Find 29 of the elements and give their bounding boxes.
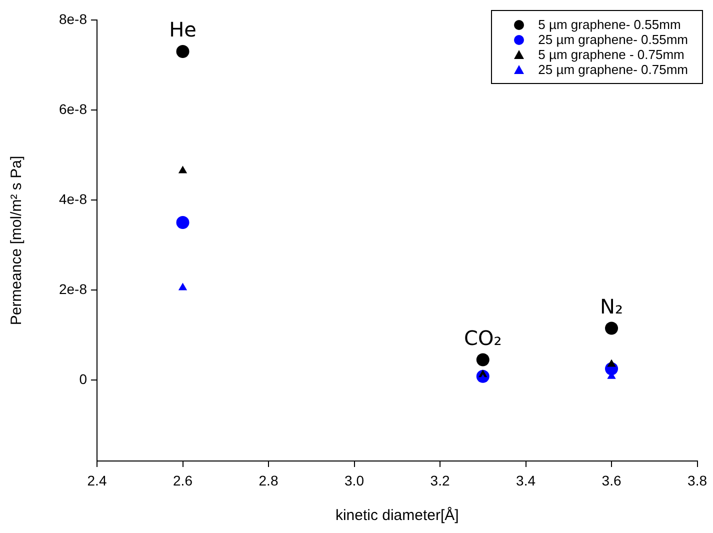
x-tick-label: 3.4 [516,472,536,488]
annotation: CO₂ [464,326,502,350]
x-axis-title: kinetic diameter[Å] [335,506,459,524]
annotation: He [169,18,196,42]
annotation: N₂ [600,294,624,318]
y-tick-label: 2e-8 [58,280,88,297]
point [605,322,618,335]
legend-label: 5 µm graphene - 0.75mm [538,47,684,62]
x-tick-label: 2.8 [258,472,278,488]
legend-label: 25 µm graphene- 0.55mm [538,32,688,47]
x-tick-label: 2.6 [173,472,193,488]
point [178,166,188,174]
y-tick-label: 4e-8 [58,190,88,207]
x-tick-label: 3.8 [688,472,708,488]
x-tick-label: 3.0 [344,472,364,488]
point [178,282,188,290]
y-tick-label: 8e-8 [58,10,88,27]
point [607,359,616,367]
x-tick-label: 3.2 [430,472,450,488]
point [176,45,190,58]
y-axis-title: Permeance [mol/m² s Pa] [8,156,26,326]
y-tick-label: 6e-8 [58,100,88,117]
x-tick-label: 2.4 [87,472,107,488]
point [476,353,490,366]
point [176,216,190,229]
legend-label: 5 µm graphene- 0.55mm [538,17,681,32]
y-tick-label: 0 [79,370,88,387]
x-tick-label: 3.6 [602,472,622,488]
legend-label: 25 µm graphene- 0.75mm [538,62,688,77]
